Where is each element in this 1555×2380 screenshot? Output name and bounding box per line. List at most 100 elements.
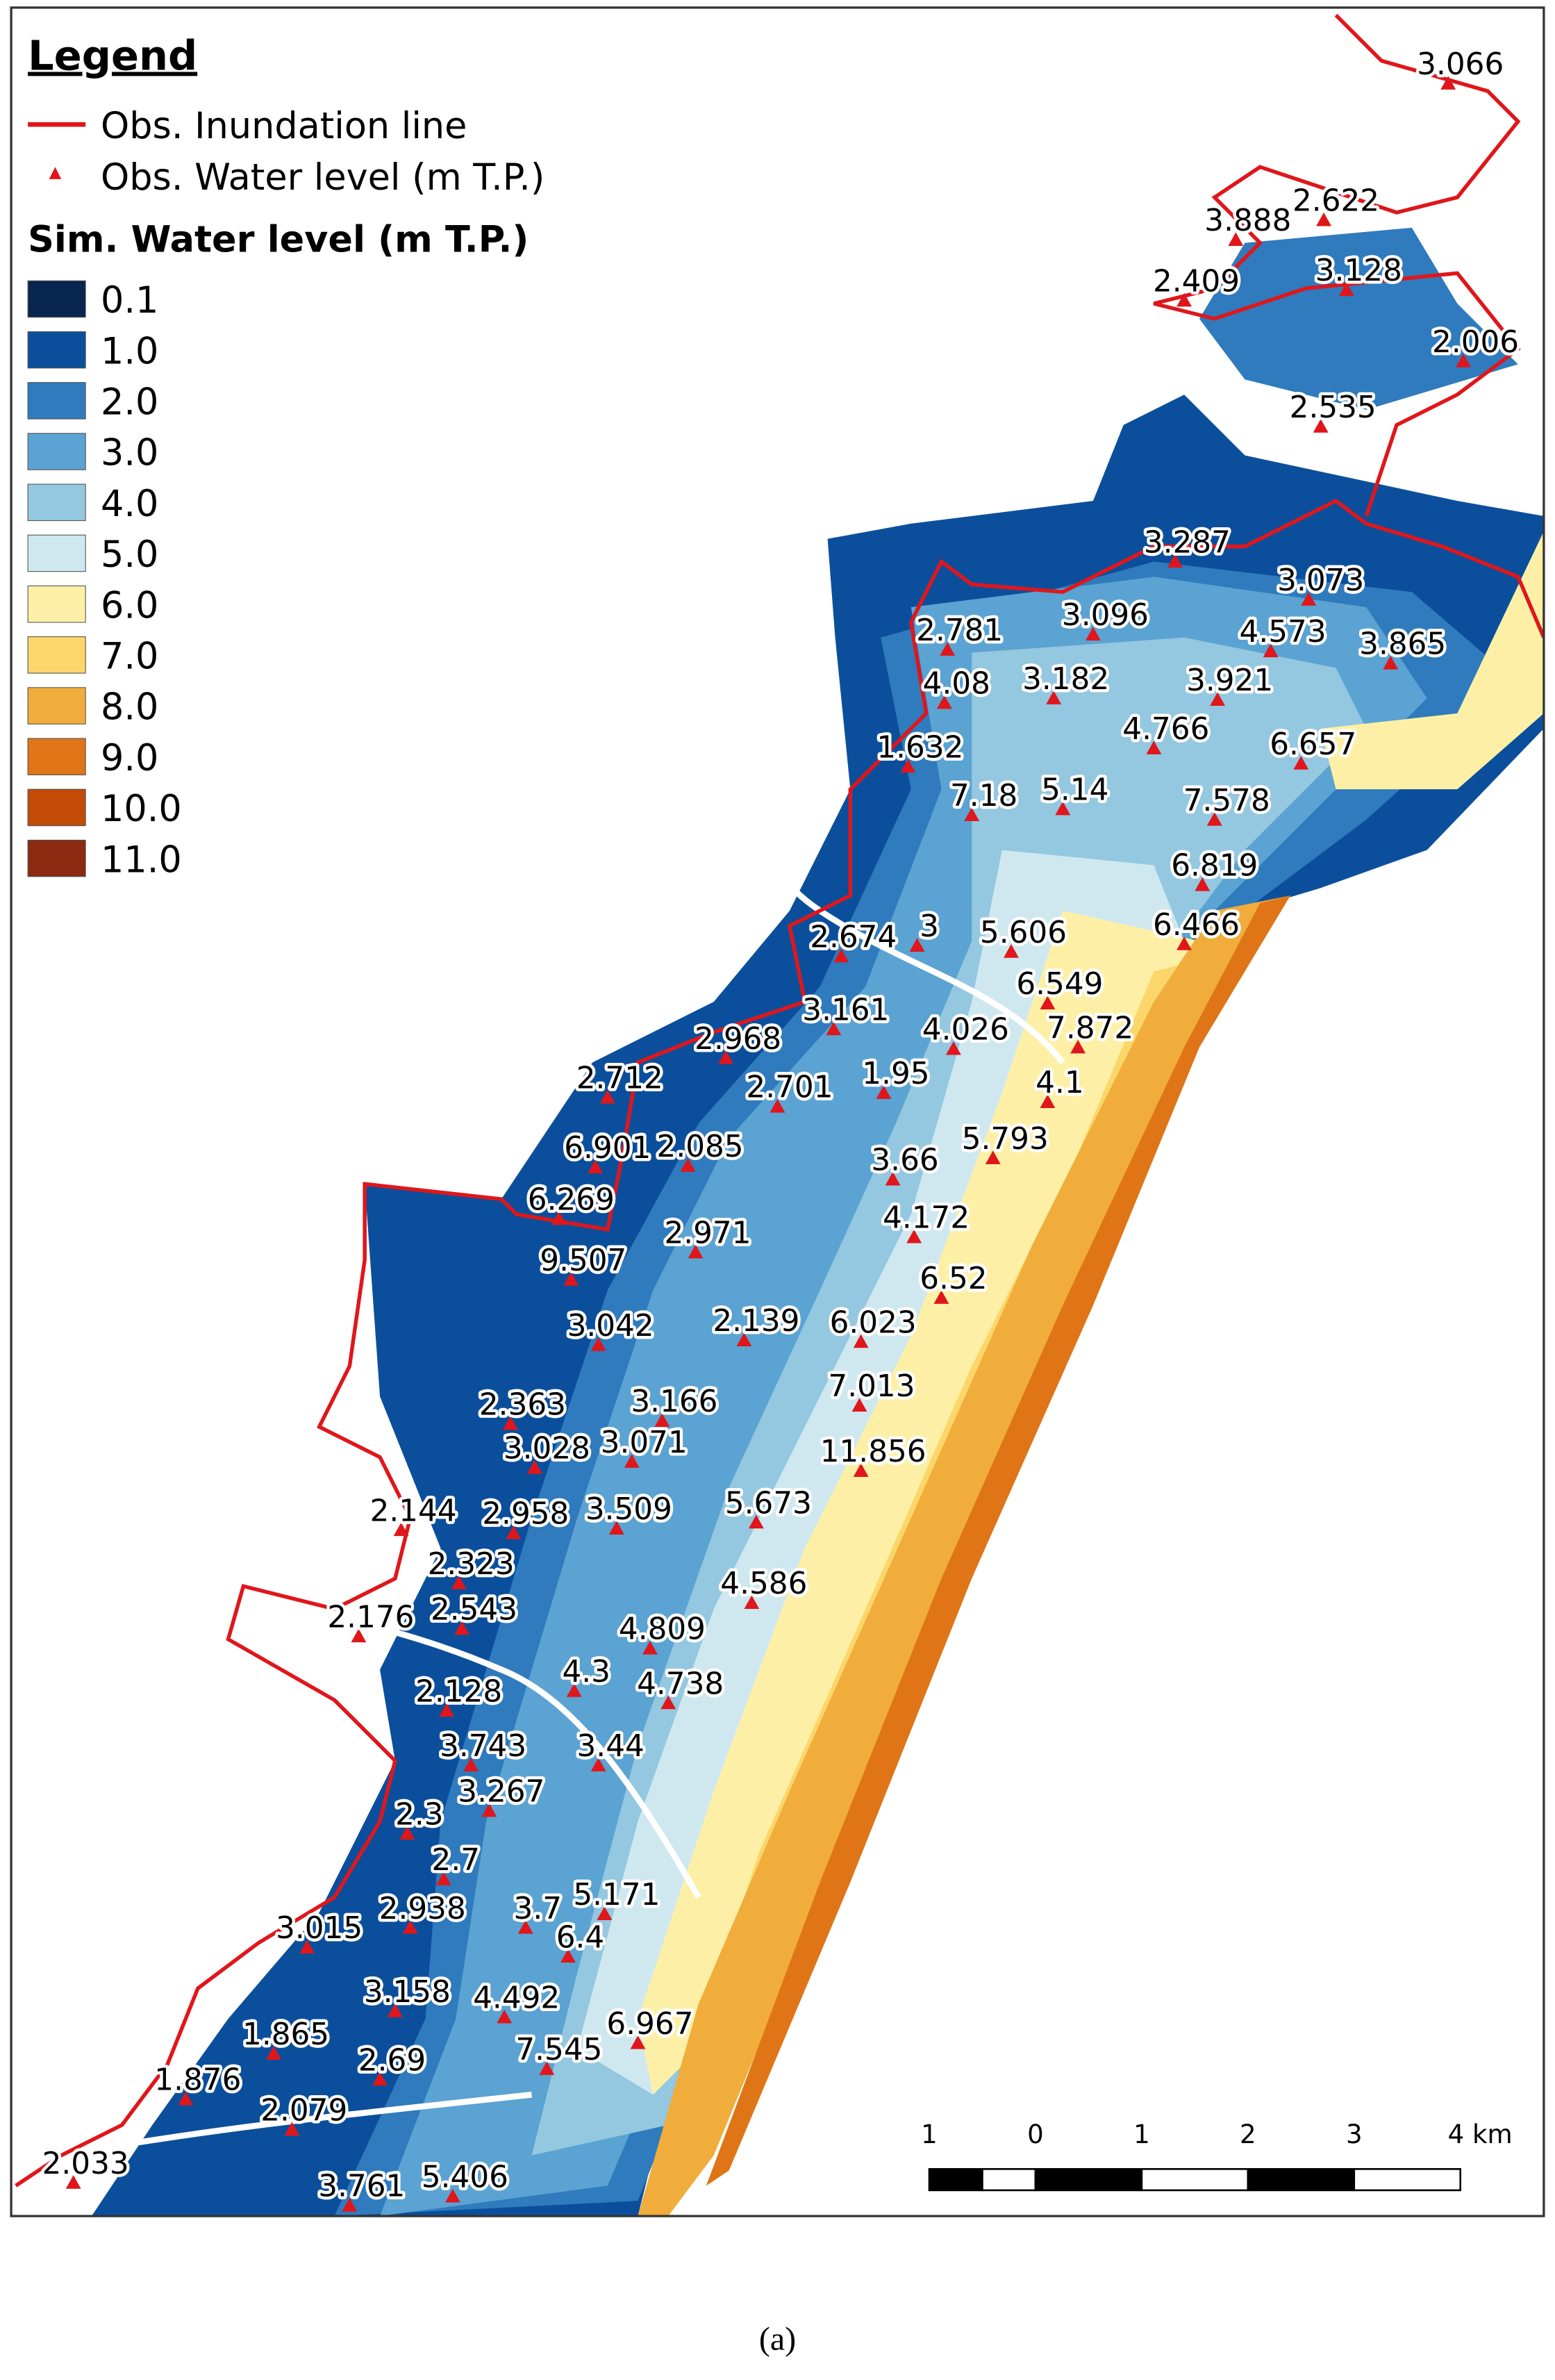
obs-point bbox=[1070, 1039, 1086, 1054]
obs-point bbox=[718, 1050, 734, 1064]
obs-point bbox=[299, 1940, 315, 1954]
obs-point bbox=[1004, 944, 1019, 958]
obs-point bbox=[539, 2061, 555, 2075]
obs-point bbox=[1176, 292, 1192, 307]
scale-label: 4 km bbox=[1448, 2119, 1513, 2149]
obs-label: 3.161 bbox=[802, 992, 889, 1027]
land-zone bbox=[638, 895, 1291, 2217]
obs-label: 2.176 bbox=[327, 1599, 414, 1635]
obs-label: 5.406 bbox=[422, 2160, 508, 2195]
obs-point bbox=[597, 1906, 613, 1920]
scale-label: 0 bbox=[1027, 2119, 1044, 2149]
obs-point bbox=[1046, 691, 1062, 704]
obs-label: 2.323 bbox=[428, 1546, 515, 1582]
obs-point bbox=[964, 807, 980, 822]
obs-point bbox=[826, 1021, 842, 1036]
obs-point bbox=[497, 2009, 513, 2024]
obs-label: 3.015 bbox=[276, 1910, 363, 1946]
obs-point bbox=[940, 642, 956, 656]
obs-label: 2.674 bbox=[810, 919, 897, 955]
obs-label: 6.466 bbox=[1153, 907, 1240, 943]
obs-label: 2.7 bbox=[432, 1842, 480, 1878]
obs-label: 3.888 bbox=[1204, 203, 1291, 238]
obs-label: 2.958 bbox=[482, 1496, 569, 1532]
obs-point bbox=[444, 2188, 460, 2203]
obs-point bbox=[1206, 811, 1222, 826]
obs-label: 5.171 bbox=[573, 1877, 660, 1912]
obs-point bbox=[1440, 76, 1456, 90]
obs-label: 5.673 bbox=[725, 1485, 812, 1521]
obs-point bbox=[1040, 1094, 1056, 1109]
obs-label: 2.006 bbox=[1432, 324, 1519, 360]
obs-label: 2.079 bbox=[260, 2092, 347, 2128]
obs-point bbox=[284, 2122, 300, 2136]
obs-point bbox=[463, 1758, 479, 1771]
scale-segment bbox=[1353, 2167, 1462, 2192]
river bbox=[636, 513, 1065, 1065]
obs-point bbox=[351, 1628, 367, 1643]
scale-segment bbox=[1247, 2167, 1356, 2192]
legend-swatch bbox=[27, 738, 86, 775]
obs-point bbox=[853, 1463, 869, 1477]
obs-point bbox=[1040, 995, 1056, 1009]
obs-point bbox=[744, 1595, 760, 1610]
caption: (a) bbox=[759, 2320, 796, 2357]
obs-point bbox=[906, 1229, 922, 1243]
obs-point bbox=[1146, 741, 1162, 754]
obs-label: 4.573 bbox=[1240, 614, 1327, 650]
legend-class-label: 5.0 bbox=[101, 534, 158, 576]
obs-point bbox=[660, 1695, 676, 1710]
obs-point bbox=[630, 2035, 646, 2049]
obs-label: 1.876 bbox=[154, 2063, 241, 2098]
obs-point bbox=[402, 1919, 418, 1934]
obs-label: 2.128 bbox=[415, 1674, 502, 1709]
map-layers bbox=[15, 13, 1544, 2217]
obs-point bbox=[1167, 554, 1183, 568]
obs-point bbox=[688, 1244, 704, 1259]
obs-label: 3.865 bbox=[1359, 627, 1446, 662]
obs-point bbox=[608, 1521, 624, 1535]
legend-inundation: Obs. Inundation line bbox=[101, 105, 467, 147]
obs-point bbox=[833, 948, 849, 963]
scale-label: 3 bbox=[1346, 2119, 1363, 2149]
legend-class-label: 3.0 bbox=[101, 432, 158, 474]
obs-point bbox=[1195, 877, 1211, 891]
obs-point bbox=[1086, 627, 1101, 641]
obs-point bbox=[517, 1919, 533, 1934]
legend-title: Legend bbox=[28, 32, 197, 80]
obs-point bbox=[399, 1826, 415, 1840]
obs-label: 3.028 bbox=[504, 1431, 590, 1466]
obs-label: 4.738 bbox=[637, 1666, 724, 1701]
obs-point bbox=[1316, 212, 1332, 226]
obs-label: 4.3 bbox=[562, 1654, 610, 1689]
obs-point bbox=[560, 1949, 576, 1963]
obs-label: 3.287 bbox=[1144, 524, 1231, 560]
obs-label: 4.766 bbox=[1122, 711, 1209, 747]
obs-point bbox=[1301, 592, 1317, 606]
legend-swatch bbox=[27, 687, 86, 725]
scale-bar: 1 0 1 2 3 4 km bbox=[921, 2119, 1513, 2192]
scale-segment bbox=[1034, 2167, 1143, 2192]
obs-label: 6.549 bbox=[1016, 966, 1103, 1002]
obs-point bbox=[748, 1514, 764, 1529]
obs-label: 2.781 bbox=[916, 613, 1003, 648]
obs-point bbox=[1055, 801, 1071, 816]
obs-point bbox=[481, 1803, 497, 1817]
obs-label: 3.128 bbox=[1315, 253, 1402, 288]
scale-label: 1 bbox=[1133, 2119, 1150, 2149]
inundation-line bbox=[15, 498, 1544, 2188]
obs-label: 5.606 bbox=[980, 915, 1067, 950]
legend-class-label: 6.0 bbox=[101, 584, 158, 627]
obs-point bbox=[654, 1413, 670, 1427]
legend-class-label: 4.0 bbox=[101, 483, 158, 525]
obs-label: 3.7 bbox=[514, 1891, 562, 1926]
obs-point bbox=[851, 1398, 867, 1412]
obs-point bbox=[642, 1640, 658, 1655]
obs-label: 3.44 bbox=[577, 1728, 645, 1764]
land-zone bbox=[1320, 531, 1544, 790]
obs-label: 2.363 bbox=[479, 1387, 566, 1422]
obs-label: 2.712 bbox=[576, 1061, 663, 1096]
obs-point bbox=[266, 2046, 282, 2060]
obs-point bbox=[563, 1271, 579, 1286]
